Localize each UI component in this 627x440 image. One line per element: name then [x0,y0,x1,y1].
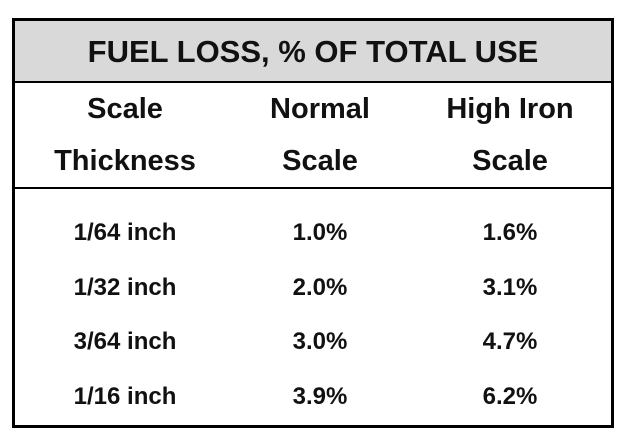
table-cell: 3.9% [292,382,348,410]
table-cell: 1.6% [482,219,538,246]
table-cell: 3.0% [292,328,348,355]
table-cell: 1/32 inch [73,273,177,301]
table: FUEL LOSS, % OF TOTAL USE Scale Thickness… [12,18,614,428]
column-header: Scale [282,145,358,177]
table-cell: 6.2% [482,382,538,410]
table-cell: 4.7% [482,328,538,355]
column-header: Thickness [54,145,196,177]
table-cell: 1/64 inch [73,219,177,246]
column-header: High Iron [446,93,574,125]
table-cell: 1/16 inch [73,382,177,410]
column-header: Scale [472,145,548,177]
title-band [15,21,611,83]
column-header: Normal [270,93,370,125]
table-title: FUEL LOSS, % OF TOTAL USE [87,34,539,69]
table-cell: 3/64 inch [73,328,177,355]
column-header: Scale [87,93,163,125]
table-cell: 2.0% [292,273,348,301]
table-cell: 3.1% [482,273,538,301]
header-rule [15,187,611,189]
table-cell: 1.0% [292,219,348,246]
